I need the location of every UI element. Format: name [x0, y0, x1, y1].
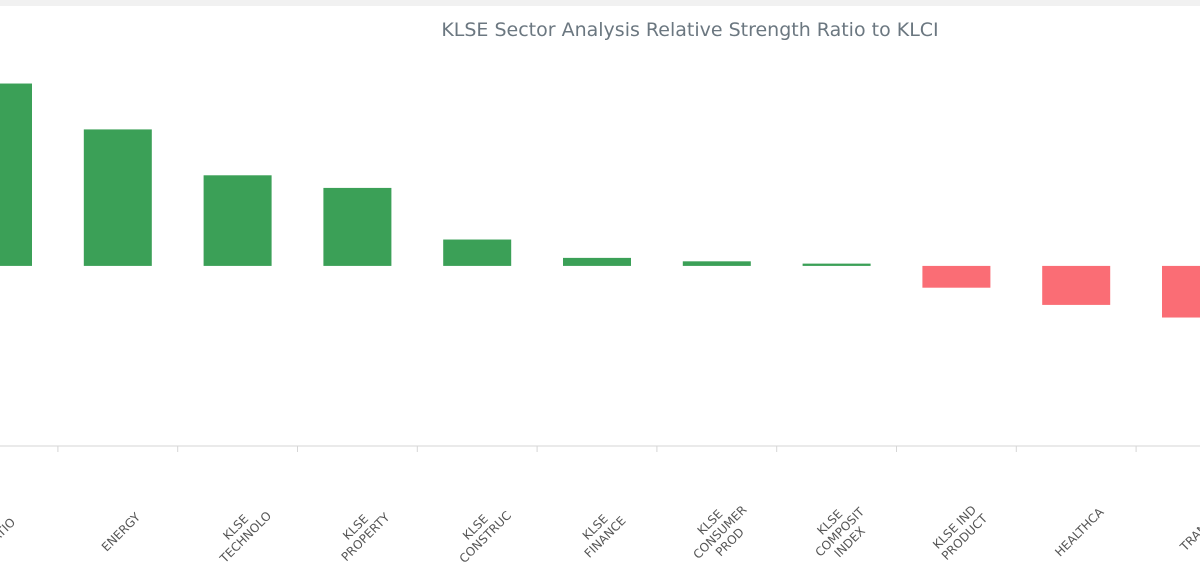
- x-tick-label: KLSETECHNOLO: [207, 499, 274, 566]
- bar[interactable]: [682, 261, 751, 266]
- chart-title: KLSE Sector Analysis Relative Strength R…: [441, 19, 939, 41]
- bar[interactable]: [1162, 265, 1200, 318]
- bar[interactable]: [323, 187, 392, 266]
- bar[interactable]: [443, 239, 512, 266]
- bar[interactable]: [83, 129, 152, 266]
- x-tick-label: HEALTHCA: [1052, 504, 1107, 559]
- x-tick-label: KLSECOMPOSITINDEX: [803, 494, 878, 566]
- bar[interactable]: [1042, 265, 1111, 305]
- x-tick-label: KLSEPROPERTY: [329, 500, 393, 564]
- x-tick-label-line: TRANSP: [1177, 511, 1200, 555]
- x-axis: [0, 445, 1200, 452]
- x-tick-label: TRANSP: [1177, 511, 1200, 555]
- x-tick-label-line: TATIO: [0, 515, 18, 550]
- bar[interactable]: [563, 257, 631, 266]
- x-tick-label-line: HEALTHCA: [1052, 504, 1107, 559]
- x-tick-label: KLSECONSUMERPROD: [681, 493, 760, 566]
- bar[interactable]: [802, 263, 871, 266]
- x-tick-label: KLSEFINANCE: [572, 504, 629, 561]
- top-strip: [0, 0, 1200, 6]
- x-tick-label: KLSE INDPRODUCT: [929, 501, 991, 563]
- x-tick-label-line: ENERGY: [99, 510, 144, 555]
- bar[interactable]: [203, 175, 272, 266]
- bar[interactable]: [0, 83, 32, 266]
- bars-group: [0, 83, 1200, 318]
- x-tick-label: ENERGY: [99, 510, 144, 555]
- x-tick-label: KLSECONSTRUC: [447, 498, 514, 565]
- x-tick-labels: TATIO ENERGY KLSETECHNOLO KLSEPROPERTY KLSEC…: [0, 493, 1200, 566]
- bar[interactable]: [922, 265, 991, 288]
- x-tick-label: TATIO: [0, 515, 18, 550]
